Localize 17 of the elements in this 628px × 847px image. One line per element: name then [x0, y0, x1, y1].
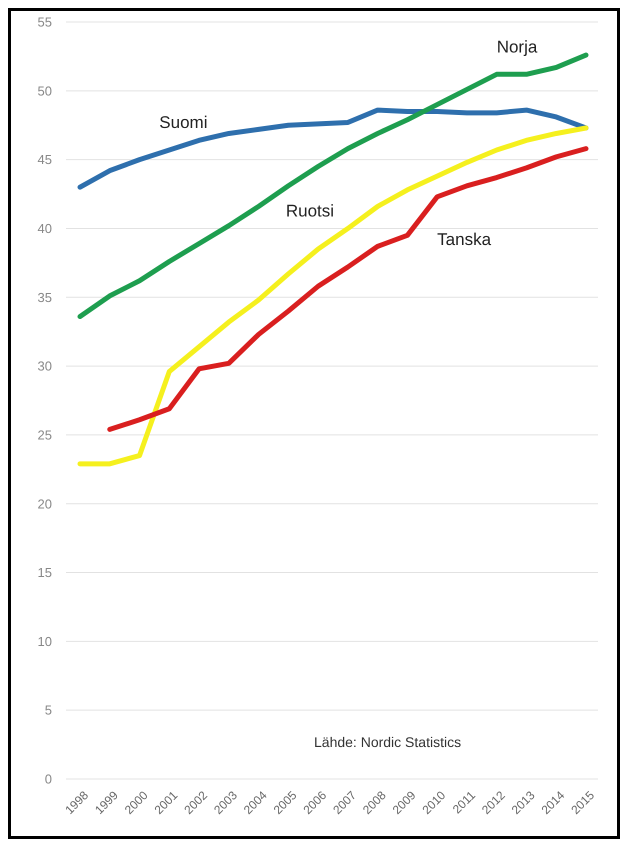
y-tick-label: 20: [38, 496, 52, 512]
y-tick-label: 55: [38, 14, 52, 30]
y-tick-label: 45: [38, 152, 52, 168]
y-tick-label: 0: [44, 772, 52, 787]
series-label: Ruotsi: [286, 201, 334, 220]
series-label: Norja: [496, 37, 538, 56]
series-label: Suomi: [159, 113, 208, 132]
y-tick-label: 40: [38, 221, 52, 236]
y-tick-label: 30: [38, 358, 52, 374]
y-tick-label: 10: [38, 634, 52, 649]
y-tick-label: 25: [38, 427, 52, 442]
annotation: Lähde: Nordic Statistics: [314, 734, 462, 750]
y-tick-label: 5: [44, 702, 52, 718]
y-tick-label: 15: [38, 565, 52, 580]
y-tick-label: 50: [38, 83, 52, 98]
series-label: Tanska: [437, 230, 492, 249]
y-tick-label: 35: [38, 290, 52, 305]
